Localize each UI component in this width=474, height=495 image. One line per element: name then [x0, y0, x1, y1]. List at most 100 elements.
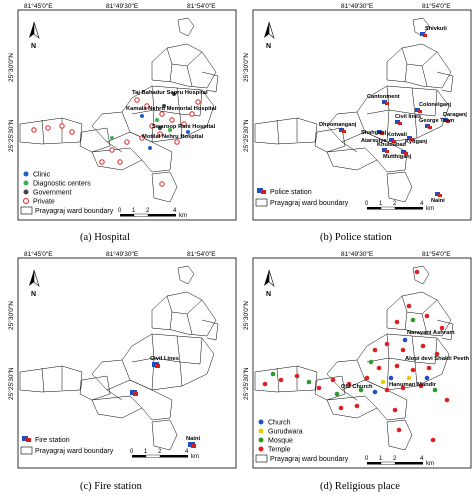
church-marker [402, 337, 408, 343]
temple-marker [364, 375, 370, 381]
government-hospital-marker [172, 92, 176, 96]
temple-marker [420, 343, 426, 349]
north-arrow: N [264, 269, 275, 298]
ward-legend-icon [20, 446, 33, 455]
scale-0-d: 0 [365, 456, 369, 462]
temple-marker [346, 381, 352, 387]
coord-x-9: 81°49'30"E [341, 250, 374, 258]
private-hospital-marker [169, 117, 175, 123]
temple-marker [384, 387, 390, 393]
temple-marker [294, 373, 300, 379]
scale-0-b: 0 [365, 201, 369, 207]
church-marker [388, 375, 394, 381]
north-arrow: N [29, 269, 40, 298]
police-legend-icon [257, 188, 266, 194]
police-station-marker [443, 118, 450, 123]
legend-church: Church [268, 420, 291, 427]
temple-marker [394, 363, 400, 369]
temple-marker [434, 351, 440, 357]
scale-unit-d: km [426, 461, 434, 467]
legend-diagnostic: Diagnostic centers [33, 181, 91, 188]
panel-police-map: 81°49'30"E 81°54'0"E 25°30'0"N 25°25'30"… [242, 2, 472, 221]
police-station-marker [339, 128, 346, 133]
mosque-marker [270, 371, 276, 377]
legend-ward-b: Prayagraj ward boundary [270, 200, 349, 207]
coord-x-5: 81°54'0"E [422, 2, 451, 10]
police-labels: Shivkuti Cantonment Colonelganj Civil li… [319, 26, 467, 204]
private-hospital-marker [144, 103, 150, 109]
coord-x-10: 81°54'0"E [422, 250, 451, 258]
police-station-marker [435, 192, 442, 197]
coord-y-2: 25°25'30"N [7, 119, 15, 152]
private-hospital-marker [59, 123, 65, 129]
mosque-marker [368, 359, 374, 365]
private-hospital-marker [195, 99, 201, 105]
mosque-marker [306, 379, 312, 385]
coord-y-7: 25°30'0"N [242, 301, 250, 330]
church-marker [372, 389, 378, 395]
religious-label-1: Narayani Ashram [407, 330, 454, 336]
temple-marker [424, 313, 430, 319]
mosque-marker [410, 317, 416, 323]
private-hospital-marker [117, 159, 123, 165]
diagnostic-center-marker [155, 118, 159, 122]
gurudwara-legend-icon [258, 428, 264, 434]
temple-marker [262, 381, 268, 387]
north-arrow: N [264, 21, 275, 50]
police-station-marker [389, 138, 396, 143]
private-hospital-marker [124, 139, 130, 145]
hospital-label-1: Taj Bahadur Sapru Hospital [132, 90, 208, 96]
scale-4-b: 4 [420, 201, 424, 207]
clinic-legend-icon [23, 171, 29, 177]
coord-y-1: 25°30'0"N [7, 53, 15, 82]
scale-2: 2 [146, 208, 150, 214]
coord-y-3: 25°30'0"N [242, 53, 250, 82]
scale-2-b: 2 [393, 201, 397, 207]
gurudwara-marker [406, 375, 412, 381]
private-hospital-marker [181, 121, 187, 127]
legend-ward: Prayagraj ward boundary [35, 208, 114, 215]
temple-marker [372, 347, 378, 353]
government-hospital-marker [162, 104, 166, 108]
police-markers [339, 32, 450, 197]
mosque-marker [358, 387, 364, 393]
ward-boundaries [254, 265, 454, 451]
police-label-5: George Town [419, 118, 455, 124]
legend-mosque: Mosque [268, 438, 293, 445]
temple-marker [414, 269, 420, 275]
gurudwara-marker [380, 379, 386, 385]
temple-marker [400, 385, 406, 391]
clinic-marker [148, 146, 152, 150]
scale-4-d: 4 [420, 456, 424, 462]
religious-markers [262, 269, 450, 443]
scale-bar: 0 1 2 4 km [365, 201, 434, 212]
ward-legend-icon [20, 206, 33, 215]
religious-label-2: Alopi devi Shakti Peeth [405, 356, 470, 362]
scale-0: 0 [118, 208, 122, 214]
temple-marker [330, 377, 336, 383]
panel-fire-map: 81°45'0"E 81°49'30"E 81°54'0"E 25°30'0"N… [7, 250, 237, 469]
clinic-marker [186, 130, 190, 134]
north-symbol-d: N [266, 291, 271, 298]
temple-marker [338, 405, 344, 411]
scale-1-b: 1 [379, 201, 383, 207]
temple-marker [278, 377, 284, 383]
legend-hospital: Clinic Diagnostic centers Government Pri… [20, 171, 114, 215]
religious-label-4: Hanuman Mandir [389, 382, 437, 388]
police-label-12: Kydganj [405, 139, 428, 145]
scale-1-c: 1 [144, 449, 148, 455]
ward-boundaries [19, 265, 219, 451]
police-label-7: Daraganj [443, 112, 467, 118]
temple-marker [354, 403, 360, 409]
hospital-label-4: Motilal Nehru Hospital [142, 134, 204, 140]
temple-marker [396, 427, 402, 433]
private-hospital-marker [149, 123, 155, 129]
private-hospital-marker [189, 111, 195, 117]
coord-y-8: 25°25'30"N [242, 367, 250, 400]
private-hospital-marker [159, 181, 165, 187]
legend-temple: Temple [268, 447, 291, 454]
coord-x-8: 81°54'0"E [187, 250, 216, 258]
ward-boundaries [254, 17, 454, 203]
scale-1-d: 1 [379, 456, 383, 462]
legend-religious: Church Gurudwara Mosque Temple Prayagraj… [255, 419, 349, 463]
